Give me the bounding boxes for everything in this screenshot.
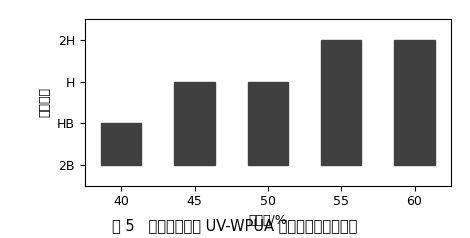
Y-axis label: 铅笔硬度: 铅笔硬度 bbox=[39, 87, 51, 117]
Bar bbox=[394, 40, 435, 165]
Bar bbox=[101, 123, 141, 165]
Text: 图 5   涂料固含量对 UV-WPUA 涂料涂膜硬度的影响: 图 5 涂料固含量对 UV-WPUA 涂料涂膜硬度的影响 bbox=[112, 218, 358, 233]
Bar bbox=[174, 82, 215, 165]
Bar bbox=[248, 82, 288, 165]
X-axis label: 固含量/%: 固含量/% bbox=[249, 214, 287, 227]
Bar bbox=[321, 40, 361, 165]
